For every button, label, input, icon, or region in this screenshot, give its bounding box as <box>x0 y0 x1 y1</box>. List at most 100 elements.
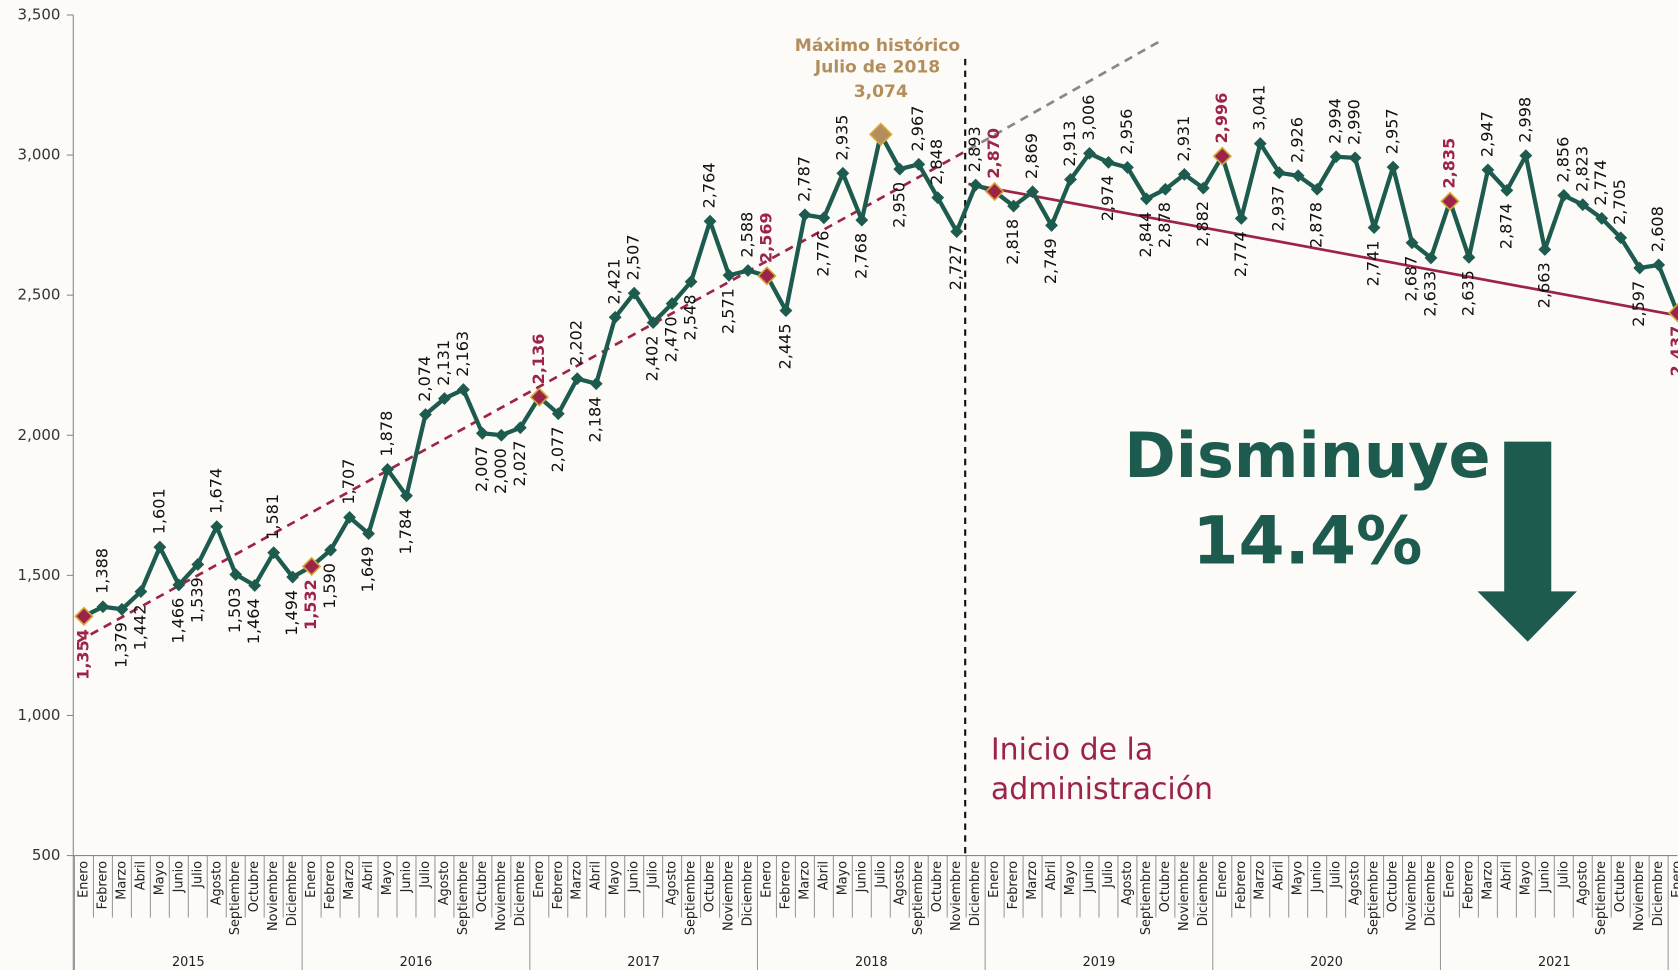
value-label: 1,379 <box>111 622 130 668</box>
value-label: 2,882 <box>1193 201 1212 247</box>
x-tick-label: Junio <box>399 861 414 894</box>
x-tick-label: Septiembre <box>684 861 699 935</box>
x-tick-label: Mayo <box>380 861 395 896</box>
value-label: 2,608 <box>1648 206 1667 252</box>
year-label: 2020 <box>1310 955 1343 970</box>
marker <box>836 167 849 180</box>
x-tick-label: Enero <box>987 861 1002 898</box>
x-tick-label: Julio <box>1101 861 1116 889</box>
x-tick-label: Mayo <box>1291 861 1306 896</box>
year-label: 2019 <box>1083 955 1116 970</box>
value-label: 2,131 <box>434 340 453 386</box>
value-label: 2,994 <box>1326 98 1345 144</box>
value-label: 2,950 <box>889 182 908 228</box>
x-tick-label: Abril <box>1044 861 1059 890</box>
marker <box>495 429 508 442</box>
value-label: 2,000 <box>491 448 510 494</box>
value-label: 2,749 <box>1041 238 1060 284</box>
x-tick-label: Mayo <box>1518 861 1533 896</box>
value-label: 3,041 <box>1250 85 1269 131</box>
marker <box>1652 258 1665 271</box>
value-label: 2,947 <box>1477 111 1496 157</box>
value-label: 2,893 <box>965 126 984 172</box>
x-tick-label: Julio <box>1556 861 1571 889</box>
x-tick-label: Junio <box>627 861 642 894</box>
value-label: 2,764 <box>700 162 719 208</box>
value-label: 2,956 <box>1117 109 1136 155</box>
x-tick-label: Febrero <box>95 861 110 910</box>
x-tick-label: Abril <box>133 861 148 890</box>
x-tick-label: Agosto <box>892 861 907 905</box>
year-label: 2021 <box>1538 955 1571 970</box>
year-label: 2018 <box>855 955 888 970</box>
x-tick-label: Agosto <box>1120 861 1135 905</box>
value-label: 2,027 <box>510 441 529 487</box>
marker <box>1441 193 1458 210</box>
y-tick-label: 500 <box>32 846 61 864</box>
marker <box>742 264 755 277</box>
x-tick-label: Octubre <box>1613 861 1628 912</box>
marker <box>798 208 811 221</box>
value-label: 2,077 <box>548 427 567 473</box>
page: {"chart_data":{"type":"line", "categorie… <box>0 0 1678 970</box>
value-label: 2,870 <box>984 128 1003 179</box>
value-label: 2,787 <box>794 156 813 202</box>
marker <box>1387 161 1400 174</box>
x-tick-label: Noviembre <box>494 861 509 931</box>
x-tick-label: Abril <box>1499 861 1514 890</box>
x-tick-label: Marzo <box>342 861 357 900</box>
y-tick-label: 3,000 <box>18 146 61 164</box>
value-label: 2,768 <box>851 233 870 279</box>
value-label: 2,687 <box>1402 256 1421 302</box>
x-tick-label: Noviembre <box>1632 861 1647 931</box>
value-label: 2,705 <box>1610 179 1629 225</box>
x-tick-label: Noviembre <box>1177 861 1192 931</box>
value-label: 2,163 <box>453 331 472 377</box>
value-label: 1,784 <box>396 509 415 555</box>
x-tick-label: Agosto <box>437 861 452 905</box>
value-label: 1,878 <box>377 411 396 457</box>
value-label: 2,931 <box>1174 116 1193 162</box>
value-label: 2,856 <box>1553 137 1572 183</box>
value-label: 2,913 <box>1060 121 1079 167</box>
x-tick-label: Septiembre <box>456 861 471 935</box>
down-arrow <box>1477 442 1576 642</box>
value-label: 1,601 <box>149 488 168 534</box>
value-label: 2,007 <box>472 446 491 492</box>
value-label: 2,818 <box>1003 219 1022 265</box>
marker <box>457 383 470 396</box>
value-label: 2,074 <box>415 356 434 402</box>
marker <box>855 214 868 227</box>
y-tick-label: 1,500 <box>18 566 61 584</box>
value-label: 1,503 <box>225 587 244 633</box>
x-tick-label: Febrero <box>778 861 793 910</box>
y-tick-label: 2,500 <box>18 286 61 304</box>
x-tick-label: Julio <box>646 861 661 889</box>
x-tick-label: Enero <box>532 861 547 898</box>
x-tick-label: Agosto <box>209 861 224 905</box>
x-tick-label: Abril <box>589 861 604 890</box>
value-label: 2,136 <box>529 334 548 385</box>
x-tick-label: Febrero <box>1234 861 1249 910</box>
x-tick-label: Septiembre <box>1367 861 1382 935</box>
x-tick-label: Agosto <box>665 861 680 905</box>
value-label: 2,571 <box>719 288 738 334</box>
x-tick-label: Octubre <box>247 861 262 912</box>
marker <box>758 267 775 284</box>
x-tick-label: Noviembre <box>1405 861 1420 931</box>
value-label: 2,421 <box>605 259 624 305</box>
year-label: 2016 <box>400 955 433 970</box>
x-tick-label: Marzo <box>1025 861 1040 900</box>
x-tick-label: Junio <box>1310 861 1325 894</box>
year-label: 2017 <box>627 955 660 970</box>
value-label: 1,581 <box>263 494 282 540</box>
value-label: 1,590 <box>320 563 339 609</box>
x-tick-label: Enero <box>1215 861 1230 898</box>
x-tick-label: Diciembre <box>740 861 755 927</box>
value-label: 2,633 <box>1420 271 1439 317</box>
x-tick-label: Septiembre <box>228 861 243 935</box>
change-word: Disminuye <box>1124 419 1490 492</box>
x-tick-label: Octubre <box>930 861 945 912</box>
value-label: 2,569 <box>756 212 775 263</box>
x-tick-label: Septiembre <box>911 861 926 935</box>
